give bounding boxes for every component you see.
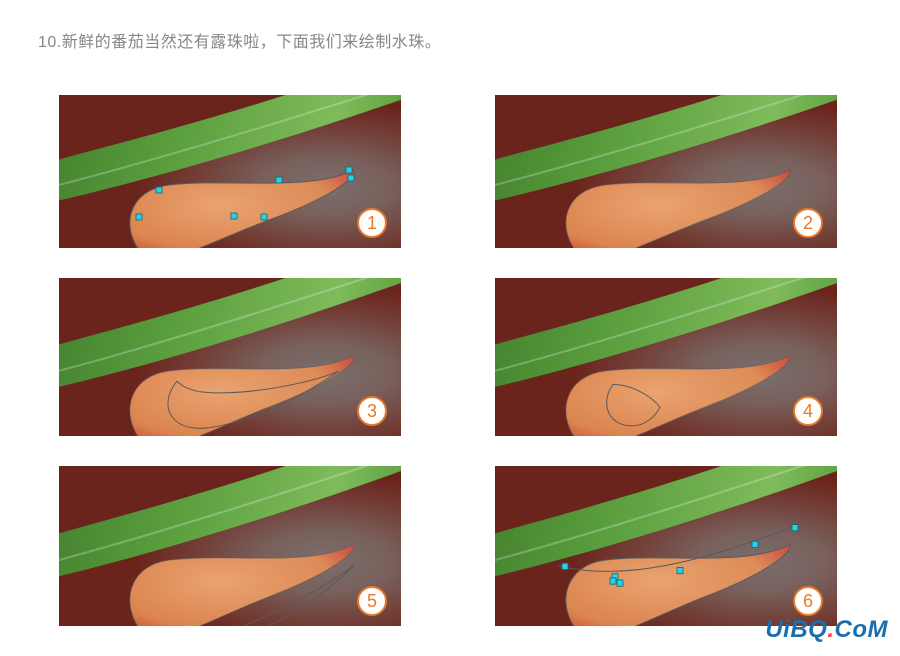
grid-row: 1 2 (59, 95, 837, 248)
grid-row: 5 6 (59, 466, 837, 626)
step-panel-3: 3 (59, 278, 401, 436)
step-badge: 6 (793, 586, 823, 616)
instruction-text: 10.新鲜的番茄当然还有露珠啦，下面我们来绘制水珠。 (38, 28, 441, 52)
watermark-main: UiBQ (765, 616, 827, 643)
step-panel-2: 2 (495, 95, 837, 248)
step-panel-4: 4 (495, 278, 837, 436)
step-panel-1: 1 (59, 95, 401, 248)
grid-row: 3 4 (59, 278, 837, 436)
step-badge: 4 (793, 396, 823, 426)
step-badge: 5 (357, 586, 387, 616)
step-panel-6: 6 (495, 466, 837, 626)
step-badge: 2 (793, 208, 823, 238)
step-badge: 3 (357, 396, 387, 426)
watermark: UiBQ.CoM (765, 616, 888, 644)
step-panel-5: 5 (59, 466, 401, 626)
watermark-tld: CoM (835, 616, 888, 643)
step-badge: 1 (357, 208, 387, 238)
step-grid: 1 2 3 4 5 6 (59, 95, 837, 656)
watermark-dot: . (827, 616, 834, 643)
